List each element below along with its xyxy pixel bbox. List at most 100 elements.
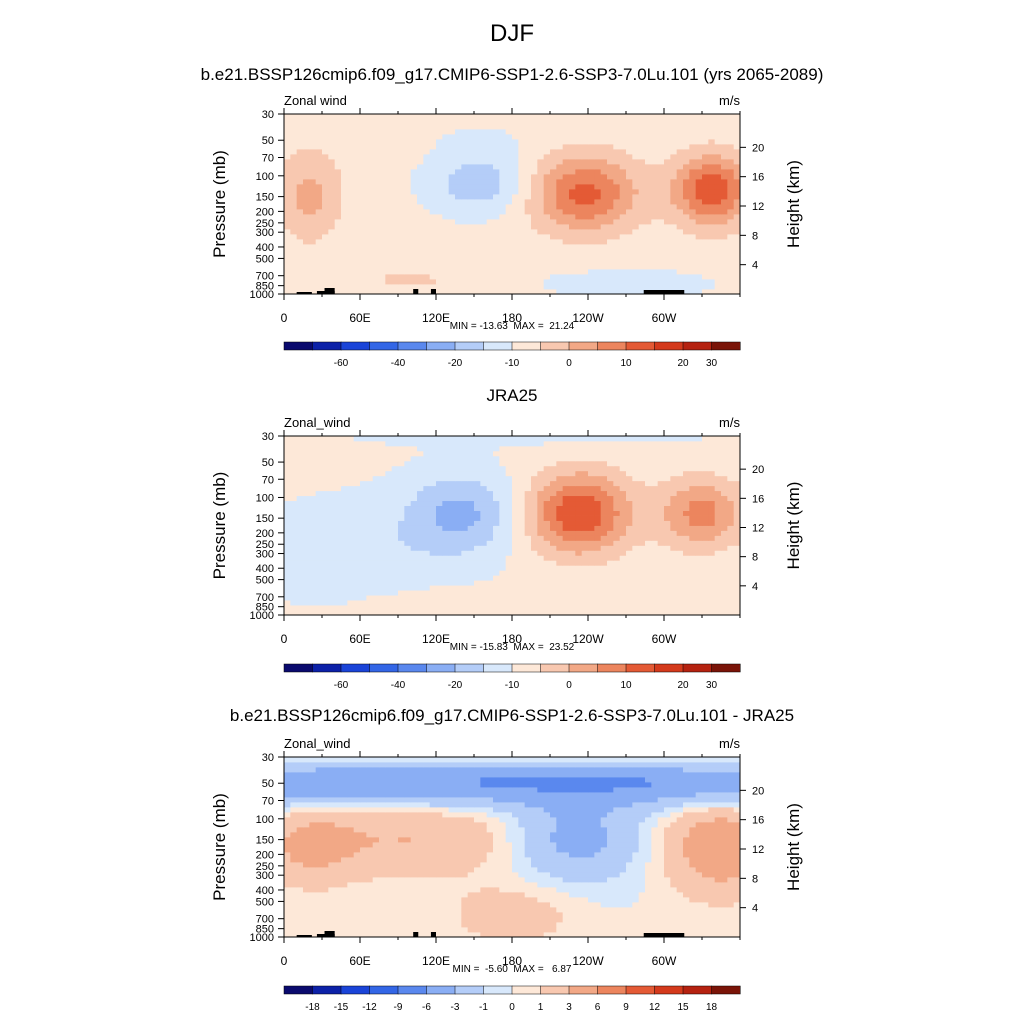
heatmap-cell — [284, 515, 291, 521]
heatmap-cell — [676, 229, 684, 235]
heatmap-cell — [588, 164, 595, 170]
heatmap-cell — [714, 169, 722, 175]
heatmap-cell — [341, 600, 348, 606]
heatmap-cell — [353, 595, 361, 601]
heatmap-cell — [347, 124, 355, 130]
heatmap-cell — [303, 570, 310, 576]
heatmap-cell — [670, 550, 678, 556]
heatmap-cell — [676, 460, 684, 467]
heatmap-cell — [645, 515, 652, 521]
heatmap-cell — [347, 610, 355, 616]
heatmap-cell — [410, 465, 418, 472]
heatmap-cell — [512, 560, 519, 566]
heatmap-cell — [645, 219, 652, 225]
heatmap-cell — [581, 164, 589, 170]
heatmap-cell — [543, 199, 551, 205]
heatmap-cell — [569, 480, 576, 487]
heatmap-cell — [315, 184, 323, 190]
heatmap-cell — [391, 605, 399, 611]
heatmap-cell — [733, 480, 741, 487]
heatmap-cell — [429, 560, 437, 566]
heatmap-cell — [714, 204, 722, 210]
heatmap-cell — [543, 174, 551, 180]
heatmap-cell — [347, 149, 355, 155]
heatmap-cell — [353, 284, 361, 290]
heatmap-cell — [461, 169, 469, 175]
heatmap-cell — [607, 114, 614, 120]
heatmap-cell — [702, 249, 709, 255]
heatmap-cell — [657, 575, 665, 581]
heatmap-cell — [581, 590, 589, 596]
heatmap-cell — [410, 219, 418, 225]
heatmap-cell — [309, 575, 317, 581]
heatmap-cell — [518, 204, 526, 210]
heatmap-cell — [600, 259, 608, 265]
heatmap-cell — [366, 535, 374, 541]
heatmap-cell — [442, 600, 450, 606]
heatmap-cell — [334, 460, 342, 467]
heatmap-cell — [619, 154, 627, 160]
heatmap-cell — [607, 485, 614, 492]
heatmap-cell — [569, 585, 576, 591]
heatmap-cell — [486, 114, 494, 120]
heatmap-cell — [493, 485, 500, 492]
heatmap-cell — [379, 119, 386, 125]
heatmap-cell — [651, 189, 659, 195]
heatmap-cell — [721, 525, 728, 531]
heatmap-cell — [448, 470, 456, 477]
heatmap-cell — [714, 475, 722, 482]
heatmap-cell — [480, 485, 488, 492]
heatmap-cell — [562, 134, 570, 140]
heatmap-cell — [714, 134, 722, 140]
heatmap-cell — [391, 119, 399, 125]
heatmap-cell — [607, 249, 614, 255]
heatmap-cell — [556, 590, 564, 596]
heatmap-cell — [455, 600, 462, 606]
heatmap-cell — [372, 460, 380, 467]
heatmap-cell — [436, 254, 443, 260]
heatmap-cell — [581, 214, 589, 220]
heatmap-cell — [537, 174, 545, 180]
heatmap-cell — [714, 535, 722, 541]
heatmap-cell — [499, 525, 507, 531]
heatmap-cell — [404, 114, 412, 120]
heatmap-cell — [296, 159, 304, 165]
heatmap-cell — [347, 500, 355, 507]
heatmap-cell — [290, 214, 298, 220]
heatmap-cell — [721, 114, 728, 120]
heatmap-cell — [626, 169, 633, 175]
heatmap-cell — [645, 565, 652, 571]
heatmap-cell — [512, 455, 519, 462]
heatmap-cell — [670, 229, 678, 235]
heatmap-cell — [689, 239, 697, 245]
heatmap-cell — [594, 545, 602, 551]
heatmap-cell — [360, 239, 367, 245]
heatmap-cell — [531, 154, 538, 160]
heatmap-cell — [423, 224, 431, 230]
heatmap-cell — [607, 580, 614, 586]
heatmap-cell — [512, 475, 519, 482]
heatmap-cell — [360, 610, 367, 616]
heatmap-cell — [575, 545, 583, 551]
heatmap-cell — [695, 249, 703, 255]
heatmap-cell — [461, 560, 469, 566]
heatmap-cell — [410, 475, 418, 482]
heatmap-cell — [645, 530, 652, 536]
heatmap-cell — [651, 520, 659, 526]
heatmap-cell — [556, 144, 564, 150]
heatmap-cell — [670, 154, 678, 160]
heatmap-cell — [733, 139, 741, 145]
heatmap-cell — [512, 194, 519, 200]
heatmap-cell — [334, 530, 342, 536]
heatmap-cell — [626, 209, 633, 215]
heatmap-cell — [334, 169, 342, 175]
heatmap-cell — [505, 119, 513, 125]
heatmap-cell — [467, 259, 475, 265]
heatmap-cell — [366, 264, 374, 270]
heatmap-cell — [588, 254, 595, 260]
heatmap-cell — [733, 595, 741, 601]
heatmap-cell — [442, 520, 450, 526]
heatmap-cell — [341, 164, 348, 170]
heatmap-cell — [714, 244, 722, 250]
heatmap-cell — [417, 470, 424, 477]
